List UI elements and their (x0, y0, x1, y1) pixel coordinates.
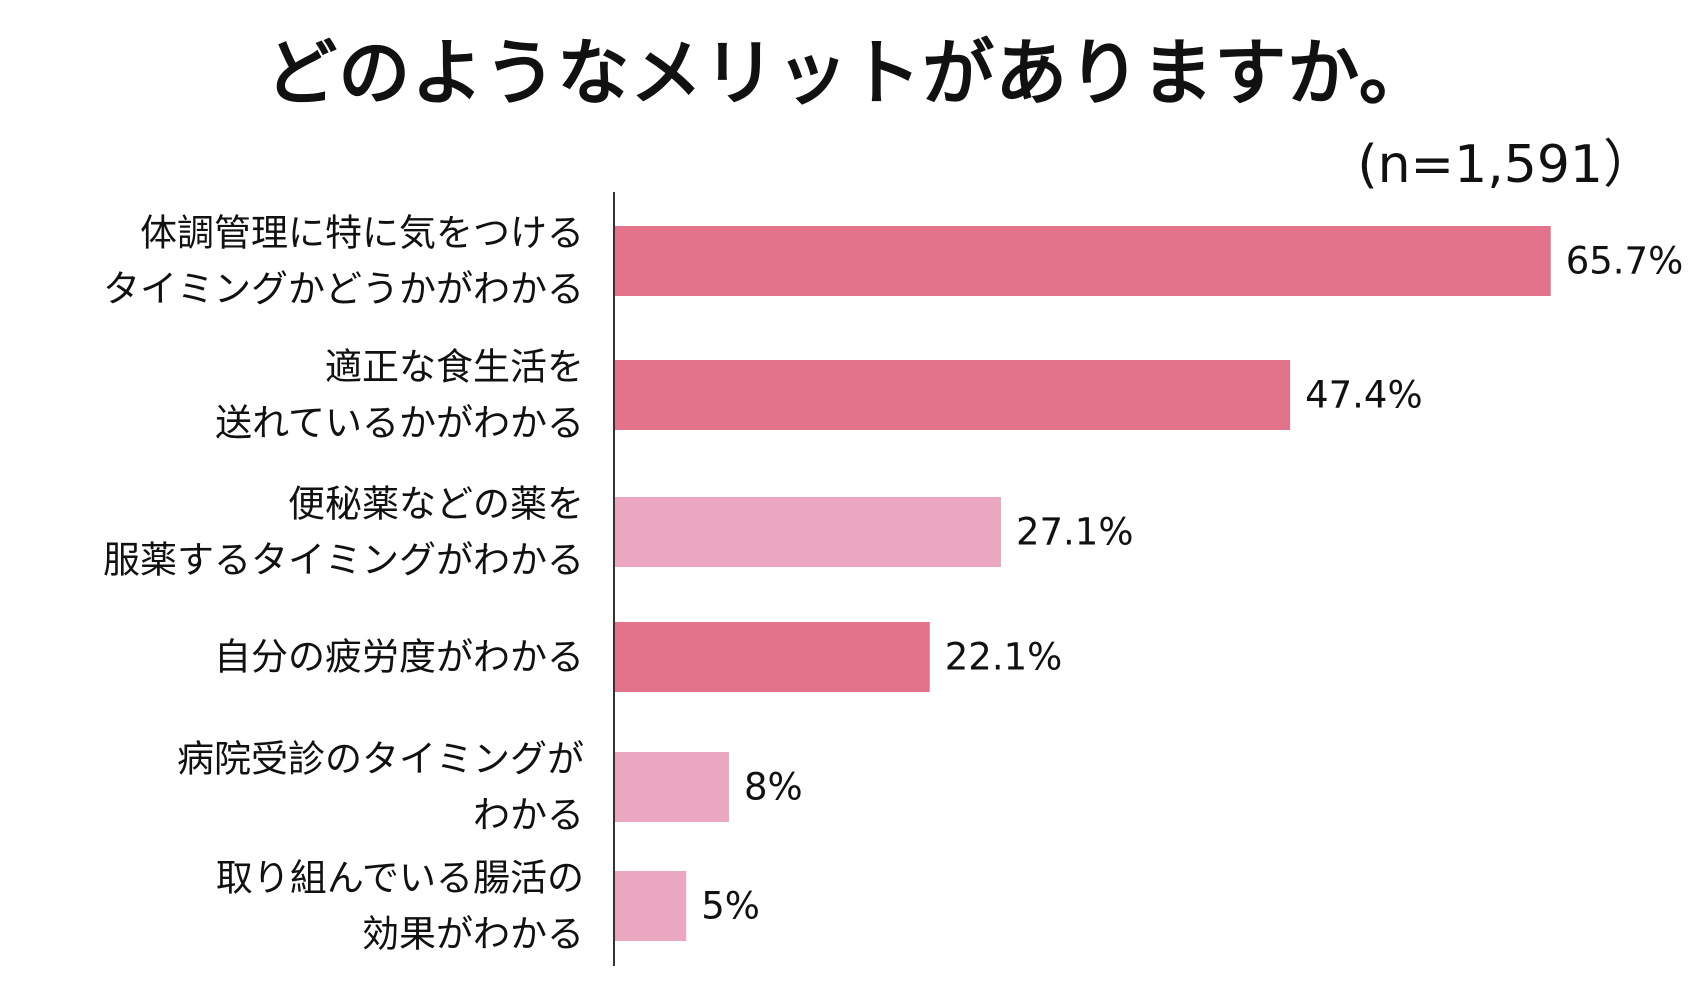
value-label-4: 8% (744, 766, 803, 809)
category-label-4: 病院受診のタイミングがわかる (177, 738, 584, 837)
bar-5 (615, 871, 687, 941)
category-label-5-line-1: 効果がわかる (362, 913, 584, 956)
sample-size-label: (n=1,591） (1357, 135, 1655, 195)
category-label-1-line-0: 適正な食生活を (325, 346, 584, 389)
category-label-2-line-0: 便秘薬などの薬を (288, 483, 584, 526)
value-label-0: 65.7% (1566, 240, 1684, 283)
bar-4 (615, 752, 729, 822)
category-label-1-line-1: 送れているかがわかる (215, 402, 584, 445)
bar-0 (615, 226, 1551, 296)
bar-2 (615, 497, 1001, 567)
chart-title: どのようなメリットがありますか。 (265, 31, 1432, 115)
value-label-2: 27.1% (1016, 511, 1134, 554)
value-label-1: 47.4% (1305, 374, 1423, 417)
category-label-2: 便秘薬などの薬を服薬するタイミングがわかる (103, 483, 584, 582)
bar-1 (615, 360, 1291, 430)
bar-3 (615, 622, 930, 692)
value-label-3: 22.1% (945, 636, 1063, 679)
category-label-0-line-1: タイミングかどうかがわかる (103, 268, 584, 311)
category-label-5-line-0: 取り組んでいる腸活の (216, 857, 584, 900)
category-label-5: 取り組んでいる腸活の効果がわかる (216, 857, 584, 956)
category-label-4-line-0: 病院受診のタイミングが (177, 738, 584, 781)
value-label-5: 5% (701, 885, 760, 928)
category-label-3-line-0: 自分の疲労度がわかる (214, 636, 584, 679)
category-label-2-line-1: 服薬するタイミングがわかる (103, 539, 584, 582)
category-label-0-line-0: 体調管理に特に気をつける (140, 212, 584, 255)
category-label-3: 自分の疲労度がわかる (214, 636, 584, 679)
category-label-1: 適正な食生活を送れているかがわかる (215, 346, 584, 445)
category-label-0: 体調管理に特に気をつけるタイミングかどうかがわかる (103, 212, 584, 311)
category-label-4-line-1: わかる (473, 794, 584, 837)
